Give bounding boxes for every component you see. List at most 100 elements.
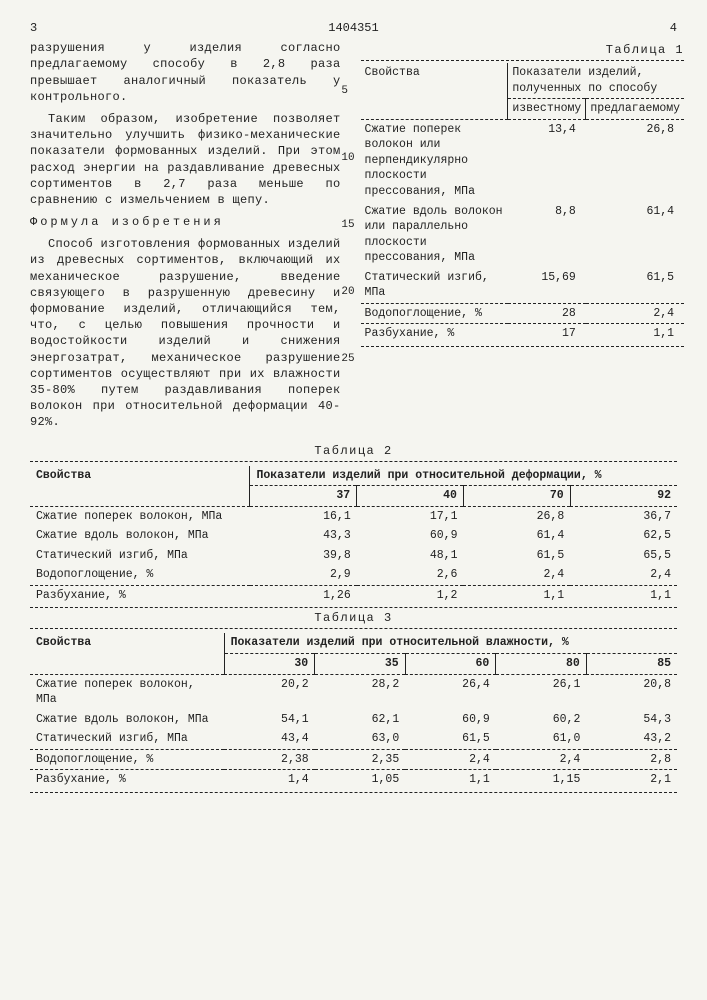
cell-val: 2,4	[586, 303, 684, 323]
cell-val: 61,5	[586, 268, 684, 303]
table-row: Сжатие поперек волокон или перпендикуляр…	[361, 119, 685, 201]
cell-val: 65,5	[570, 546, 677, 566]
linenum: 5	[341, 84, 354, 99]
table2-h1: Свойства	[30, 466, 250, 506]
cell-val: 26,8	[463, 506, 570, 526]
cell-val: 1,4	[224, 770, 315, 790]
cell-val: 36,7	[570, 506, 677, 526]
cell-val: 1,26	[250, 585, 357, 605]
cell-val: 26,8	[586, 119, 684, 201]
col: 35	[315, 654, 406, 674]
page-right-num: 4	[670, 20, 677, 36]
table-row: Водопоглощение, % 28 2,4	[361, 303, 685, 323]
cell-val: 2,38	[224, 749, 315, 769]
cell-val: 1,1	[405, 770, 496, 790]
linenum: 20	[341, 285, 354, 300]
cell-name: Сжатие вдоль волокон или параллельно пло…	[361, 202, 508, 268]
table1-h2: Показатели изделий, полученных по способ…	[508, 63, 684, 98]
table-row: Сжатие вдоль волокон, МПа54,162,160,960,…	[30, 710, 677, 730]
table-row: Статический изгиб, МПа39,848,161,565,5	[30, 546, 677, 566]
cell-val: 26,1	[496, 674, 587, 710]
table1-h2a: известному	[508, 99, 586, 119]
cell-val: 8,8	[508, 202, 586, 268]
table1-label: Таблица 1	[361, 42, 685, 58]
cell-val: 15,69	[508, 268, 586, 303]
table3-label: Таблица 3	[30, 610, 677, 626]
cell-val: 61,4	[586, 202, 684, 268]
table-row: Статический изгиб, МПа 15,69 61,5	[361, 268, 685, 303]
cell-val: 60,2	[496, 710, 587, 730]
cell-name: Разбухание, %	[30, 770, 224, 790]
cell-val: 1,15	[496, 770, 587, 790]
cell-val: 62,5	[570, 526, 677, 546]
cell-val: 2,1	[586, 770, 677, 790]
table2: Свойства Показатели изделий при относите…	[30, 466, 677, 606]
cell-val: 2,4	[463, 565, 570, 585]
col: 60	[405, 654, 496, 674]
cell-name: Сжатие вдоль волокон, МПа	[30, 710, 224, 730]
left-text-column: 5 10 15 20 25 разрушения у изделия согла…	[30, 40, 341, 436]
col: 80	[496, 654, 587, 674]
cell-name: Водопоглощение, %	[361, 303, 508, 323]
cell-val: 1,05	[315, 770, 406, 790]
col: 37	[250, 486, 357, 506]
cell-name: Разбухание, %	[30, 585, 250, 605]
table1-column: Таблица 1 Свойства Показатели изделий, п…	[361, 40, 685, 436]
col: 92	[570, 486, 677, 506]
cell-val: 2,35	[315, 749, 406, 769]
cell-val: 2,4	[405, 749, 496, 769]
cell-name: Сжатие поперек волокон или перпендикуляр…	[361, 119, 508, 201]
doc-number: 1404351	[328, 20, 378, 36]
cell-val: 17,1	[357, 506, 464, 526]
table-row: Разбухание, %1,41,051,11,152,1	[30, 770, 677, 790]
cell-name: Сжатие поперек волокон, МПа	[30, 506, 250, 526]
table1-h1: Свойства	[361, 63, 508, 99]
cell-name: Сжатие поперек волокон, МПа	[30, 674, 224, 710]
cell-val: 13,4	[508, 119, 586, 201]
cell-val: 2,4	[496, 749, 587, 769]
paragraph: разрушения у изделия согласно предлагаем…	[30, 40, 341, 105]
cell-val: 2,9	[250, 565, 357, 585]
cell-val: 1,1	[463, 585, 570, 605]
cell-val: 39,8	[250, 546, 357, 566]
table1-h2b: предлагаемому	[586, 99, 684, 119]
table2-label: Таблица 2	[30, 443, 677, 459]
table1: Свойства Показатели изделий, полученных …	[361, 63, 685, 343]
linenum: 25	[341, 352, 354, 367]
cell-val: 43,2	[586, 729, 677, 749]
cell-val: 54,1	[224, 710, 315, 730]
cell-name: Статический изгиб, МПа	[30, 546, 250, 566]
page-left-num: 3	[30, 20, 37, 36]
cell-val: 54,3	[586, 710, 677, 730]
cell-val: 61,5	[463, 546, 570, 566]
cell-name: Статический изгиб, МПа	[361, 268, 508, 303]
table3-h1: Свойства	[30, 633, 224, 673]
cell-name: Сжатие вдоль волокон, МПа	[30, 526, 250, 546]
cell-val: 43,3	[250, 526, 357, 546]
col: 30	[224, 654, 315, 674]
cell-val: 2,8	[586, 749, 677, 769]
cell-val: 62,1	[315, 710, 406, 730]
cell-val: 60,9	[357, 526, 464, 546]
cell-val: 20,2	[224, 674, 315, 710]
linenum: 15	[341, 218, 354, 233]
cell-val: 16,1	[250, 506, 357, 526]
table-row: Разбухание, %1,261,21,11,1	[30, 585, 677, 605]
linenum: 10	[341, 151, 354, 166]
table-row: Сжатие поперек волокон, МПа16,117,126,83…	[30, 506, 677, 526]
table3-h2: Показатели изделий при относительной вла…	[224, 633, 677, 653]
cell-name: Водопоглощение, %	[30, 749, 224, 769]
formula-title: Формула изобретения	[30, 214, 341, 230]
table-row: Сжатие вдоль волокон или параллельно пло…	[361, 202, 685, 268]
page-header: 3 1404351 4	[30, 20, 677, 36]
table-row: Сжатие поперек волокон, МПа20,228,226,42…	[30, 674, 677, 710]
cell-val: 28	[508, 303, 586, 323]
cell-name: Водопоглощение, %	[30, 565, 250, 585]
col: 70	[463, 486, 570, 506]
line-numbers: 5 10 15 20 25	[341, 40, 354, 366]
cell-val: 43,4	[224, 729, 315, 749]
table-row: Разбухание, % 17 1,1	[361, 324, 685, 344]
cell-val: 1,2	[357, 585, 464, 605]
table-row: Статический изгиб, МПа43,463,061,561,043…	[30, 729, 677, 749]
cell-name: Статический изгиб, МПа	[30, 729, 224, 749]
